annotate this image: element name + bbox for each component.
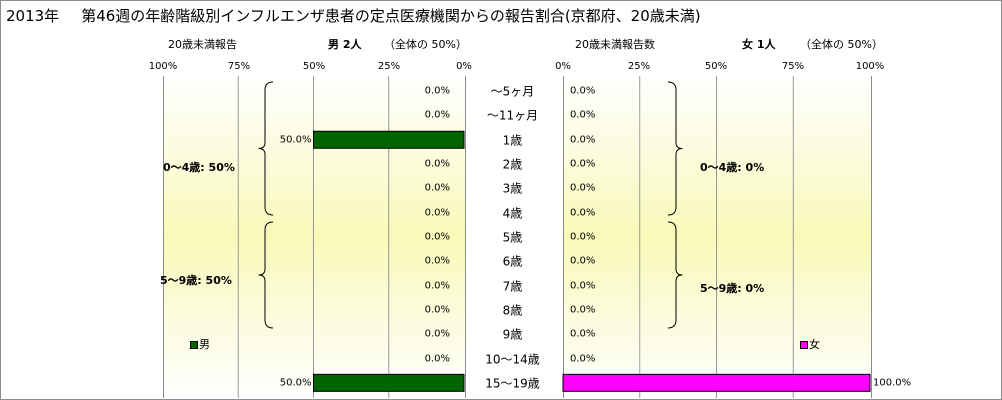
female-data-label: 0.0% [570,255,596,267]
category-label: 4歳 [502,206,523,221]
right-tick-label: 25% [627,61,651,72]
right-tick-label: 50% [704,61,728,72]
category-label: 5歳 [502,230,523,245]
female-bar [562,373,871,392]
female-data-label: 0.0% [570,109,596,121]
right-brace-5-9 [667,221,683,329]
category-label: 15～19歳 [485,376,540,391]
category-label: 9歳 [502,327,523,342]
male-data-label: 0.0% [424,109,450,121]
female-data-label: 0.0% [570,158,596,170]
left-group-0-4-label: 0～4歳: 50% [163,161,235,174]
female-data-label: 0.0% [570,207,596,219]
category-label: 10～14歳 [485,352,540,367]
right-header-note: （全体の 50%） [800,38,883,51]
legend-female-swatch [800,341,808,349]
category-label: 7歳 [502,279,523,294]
category-label: ～11ヶ月 [486,108,539,123]
right-tick-label: 100% [855,61,885,72]
left-tick-label: 25% [377,61,401,72]
right-header-main: 女 1人 [742,38,776,51]
legend-male-label: 男 [199,338,210,351]
category-label: 2歳 [502,157,523,172]
category-label: 8歳 [502,303,523,318]
category-label: 1歳 [502,133,523,148]
left-tick-label: 100% [148,61,178,72]
right-brace-0-4 [667,81,683,216]
male-data-label: 0.0% [424,182,450,194]
right-tick-label: 75% [781,61,805,72]
title-text: 第46週の年齢階級別インフルエンザ患者の定点医療機関からの報告割合(京都府、20… [81,7,701,25]
right-group-0-4-label: 0～4歳: 0% [700,161,765,174]
left-tick-label: 50% [302,61,326,72]
left-header-sub: 20歳未満報告 [168,38,237,51]
right-group-5-9-label: 5～9歳: 0% [700,282,765,295]
male-data-label: 0.0% [424,158,450,170]
male-data-label: 0.0% [424,304,450,316]
left-header-note: （全体の 50%） [384,38,467,51]
female-data-label: 0.0% [570,182,596,194]
left-group-5-9-label: 5～9歳: 50% [160,274,232,287]
right-tick-label: 0% [555,61,571,72]
male-data-label: 0.0% [424,231,450,243]
male-bar [313,373,465,392]
left-brace-0-4 [258,81,274,216]
male-bar [313,130,465,149]
category-label: 6歳 [502,254,523,269]
female-plot-area [563,76,872,398]
male-data-label: 0.0% [424,328,450,340]
category-label: ～5ヶ月 [490,84,535,99]
male-data-label: 0.0% [424,353,450,365]
legend-male-swatch [190,341,198,349]
male-data-label: 0.0% [424,207,450,219]
legend-female-label: 女 [809,338,820,351]
male-data-label: 0.0% [424,85,450,97]
female-data-label: 0.0% [570,304,596,316]
female-data-label: 0.0% [570,85,596,97]
right-header-sub: 20歳未満報告数 [575,38,655,51]
left-tick-label: 75% [227,61,251,72]
male-data-label: 0.0% [424,280,450,292]
male-data-label: 50.0% [279,377,312,389]
female-data-label: 0.0% [570,134,596,146]
legend-female: 女 [800,336,820,352]
female-data-label: 0.0% [570,353,596,365]
chart-title: 2013年 第46週の年齢階級別インフルエンザ患者の定点医療機関からの報告割合(京… [6,5,701,26]
left-header-main: 男 2人 [328,38,362,51]
title-year: 2013年 [6,7,60,25]
left-brace-5-9 [258,221,274,329]
legend-male: 男 [190,336,210,352]
female-data-label: 0.0% [570,231,596,243]
left-tick-label: 0% [456,61,472,72]
female-data-label: 0.0% [570,328,596,340]
category-label: 3歳 [502,181,523,196]
male-plot-area [163,76,466,398]
female-data-label: 0.0% [570,280,596,292]
male-data-label: 50.0% [279,134,312,146]
female-data-label: 100.0% [873,377,912,389]
male-data-label: 0.0% [424,255,450,267]
